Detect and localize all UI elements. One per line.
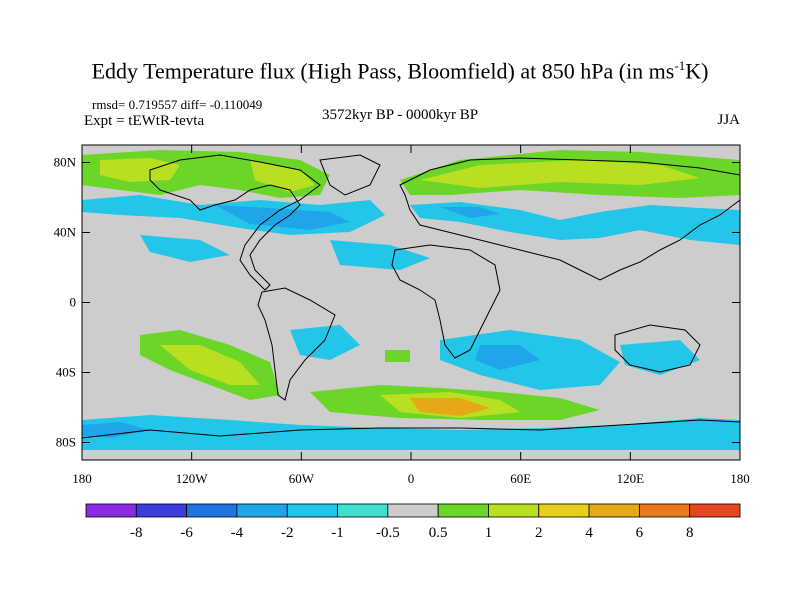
coast-south-america xyxy=(257,287,336,401)
contour-green-south-atlantic xyxy=(385,350,410,362)
colorbar-swatch xyxy=(286,503,338,518)
colorbar-label: 8 xyxy=(686,525,694,541)
lat-tick-label: 40S xyxy=(56,365,76,380)
colorbar-label: -4 xyxy=(231,525,244,541)
contour-fills xyxy=(82,150,740,450)
colorbar-swatch xyxy=(85,503,137,518)
colorbar-label: -6 xyxy=(180,525,193,541)
rmsd-diff-stats: rmsd= 0.719557 diff= -0.110049 xyxy=(92,97,263,112)
colorbar-label: -2 xyxy=(281,525,294,541)
contour-blue-north-atlantic xyxy=(215,205,350,230)
colorbar-swatch xyxy=(638,503,691,518)
contour-yellow-canada xyxy=(250,160,315,192)
lat-tick-label: 0 xyxy=(70,295,77,310)
lon-tick-label: 180 xyxy=(72,471,92,486)
contour-yellow-eurasia xyxy=(420,160,700,188)
lat-tick-label: 80N xyxy=(54,155,77,170)
coast-africa xyxy=(391,244,501,359)
period-label: 3572kyr BP - 0000kyr BP xyxy=(322,107,479,123)
lon-tick-label: 60W xyxy=(289,471,315,486)
lon-tick-label: 120E xyxy=(617,471,645,486)
contour-yellow-north-america xyxy=(100,158,180,182)
lat-tick-label: 80S xyxy=(56,435,76,450)
colorbar-label: 1 xyxy=(485,525,493,541)
coast-europe-asia xyxy=(399,157,740,281)
colorbar-swatch xyxy=(437,503,489,518)
coast-north-america xyxy=(149,154,321,291)
colorbar-swatch xyxy=(538,503,590,518)
coast-australia xyxy=(614,324,701,373)
colorbar-swatch xyxy=(689,503,741,518)
coast-greenland xyxy=(319,154,381,196)
contour-orange-southern-ocean xyxy=(410,398,490,416)
colorbar-label: 4 xyxy=(585,525,593,541)
experiment-label: Expt = tEWtR-tevta xyxy=(84,113,205,129)
plot-title: Eddy Temperature flux (High Pass, Bloomf… xyxy=(91,58,709,84)
colorbar-swatch xyxy=(387,503,439,518)
contour-blue-asia xyxy=(440,207,500,218)
contour-cyan-north-pacific xyxy=(140,235,230,262)
contour-yellow-south-pacific xyxy=(160,345,260,385)
latitude-axis: 80N 40N 0 40S 80S xyxy=(54,155,740,450)
colorbar-swatch xyxy=(488,503,540,518)
colorbar-label: -0.5 xyxy=(376,525,400,541)
lon-tick-label: 180 xyxy=(730,471,750,486)
lon-tick-label: 0 xyxy=(408,471,415,486)
lon-tick-label: 60E xyxy=(510,471,531,486)
colorbar-swatch xyxy=(135,503,188,518)
lat-tick-label: 40N xyxy=(54,225,77,240)
colorbar-swatch xyxy=(588,503,640,518)
colorbar-label: 2 xyxy=(535,525,543,541)
colorbar-label: -1 xyxy=(331,525,344,541)
longitude-axis: 180 120W 60W 0 60E 120E 180 xyxy=(72,145,750,486)
contour-cyan-south-atlantic xyxy=(290,325,360,360)
contour-blue-indian-ocean xyxy=(475,345,540,370)
contour-cyan-subtropics xyxy=(330,240,430,270)
colorbar-label: 6 xyxy=(636,525,644,541)
coastlines xyxy=(82,154,740,439)
lon-tick-label: 120W xyxy=(176,471,209,486)
colorbar-swatch xyxy=(236,503,288,518)
colorbar-label: -8 xyxy=(130,525,143,541)
contour-cyan-antarctic-band xyxy=(82,415,740,450)
colorbar-legend: -8 -6 -4 -2 -1 -0.5 0.5 1 2 4 6 8 xyxy=(85,503,741,541)
contour-cyan-australia xyxy=(620,340,700,375)
season-label: JJA xyxy=(717,112,740,128)
coast-antarctica xyxy=(82,419,740,439)
colorbar-swatch xyxy=(337,503,389,518)
contour-blue-antarctic-band xyxy=(82,422,150,438)
colorbar-label: 0.5 xyxy=(429,525,448,541)
colorbar-swatch xyxy=(186,503,238,518)
